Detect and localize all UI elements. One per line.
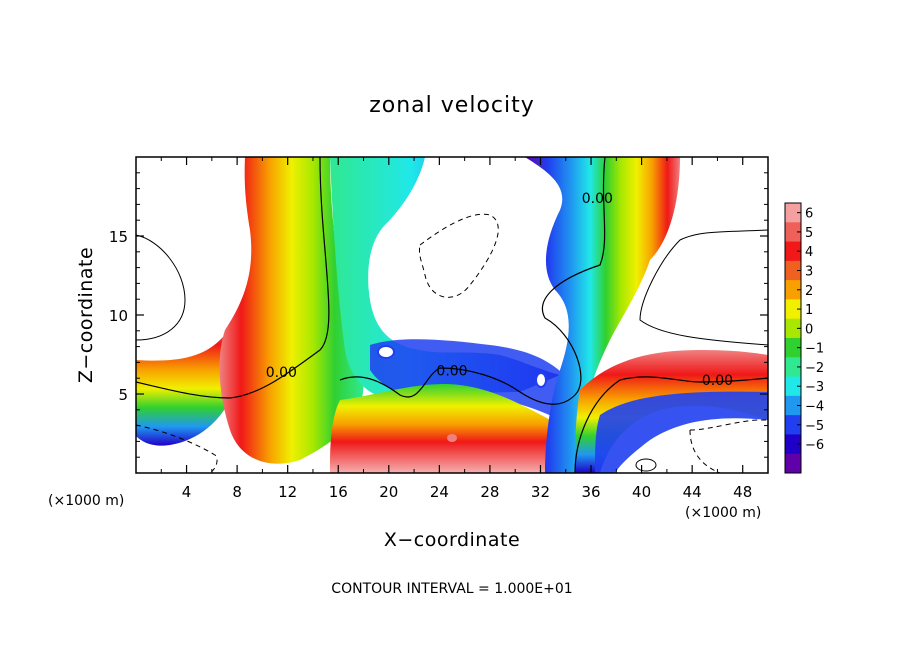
field-right-boundary-blue [595, 391, 768, 473]
x-tick-label: 36 [581, 483, 600, 501]
field-left-jet [219, 157, 364, 464]
y-axis-label: Z−coordinate [75, 247, 97, 383]
contour-labels: 0.00 0.00 0.00 0.00 [266, 191, 733, 389]
colorbar-tick-label: −3 [805, 380, 824, 395]
x-tick-label: 8 [232, 483, 242, 501]
colorbar-tick-label: −5 [805, 419, 824, 434]
colorbar-tick-label: −4 [805, 400, 824, 415]
colorbar-swatch [785, 280, 801, 300]
contour-dashed-left-low [136, 424, 218, 473]
field-mid-blue [370, 339, 570, 420]
x-axis-label: X−coordinate [384, 529, 520, 551]
colorbar-tick-label: 1 [805, 303, 813, 318]
contour-label: 0.00 [582, 191, 613, 207]
contour-blob-2 [535, 372, 547, 388]
chart-title: zonal velocity [369, 93, 535, 118]
colorbar: 6 5 4 3 2 1 0 −1 −2 −3 −4 −5 −6 [784, 202, 824, 474]
colorbar-swatch [785, 434, 801, 455]
x-unit-left: (×1000 m) [48, 493, 124, 509]
colorbar-swatch [785, 395, 801, 416]
field-left-westjet [330, 157, 560, 400]
colorbar-tick-label: 4 [805, 245, 813, 260]
x-tick-label: 24 [430, 483, 449, 501]
contour-dashed-mid [419, 213, 499, 298]
contour-zero-left [136, 157, 330, 399]
x-tick-label: 4 [182, 483, 192, 501]
contour-zero-mid [339, 157, 606, 405]
colorbar-swatch [785, 222, 801, 243]
colorbar-swatch [785, 260, 801, 281]
colorbar-swatch [785, 318, 801, 339]
colorbar-swatch [785, 415, 801, 435]
colorbar-tick-label: 5 [805, 226, 813, 241]
y-axis: 5 10 15 [109, 172, 768, 458]
x-unit-right: (×1000 m) [685, 505, 761, 521]
colorbar-frame [784, 202, 802, 474]
contour-blob-4 [635, 458, 657, 472]
colorbar-tick-label: 2 [805, 284, 813, 299]
y-tick-label: 10 [109, 307, 128, 325]
colorbar-swatch [785, 357, 801, 378]
colorbar-swatch [785, 241, 801, 262]
contour-dashed-right-low [689, 419, 768, 473]
contour-interval-note: CONTOUR INTERVAL = 1.000E+01 [331, 581, 572, 597]
colorbar-swatch [785, 299, 801, 320]
colorbar-tick-label: 0 [805, 322, 813, 337]
contour-label: 0.00 [436, 363, 467, 379]
x-tick-label: 40 [632, 483, 651, 501]
field-mid-lower-band [330, 383, 560, 473]
colorbar-tick-label: 6 [805, 207, 813, 222]
contour-label: 0.00 [266, 365, 297, 381]
y-tick-label: 5 [118, 386, 128, 404]
y-tick-label: 15 [109, 228, 128, 246]
x-tick-label: 20 [379, 483, 398, 501]
x-tick-label: 48 [733, 483, 752, 501]
colorbar-swatch [785, 203, 801, 223]
x-tick-label: 32 [531, 483, 550, 501]
contour-zero-right [574, 376, 768, 473]
colorbar-swatch [785, 376, 801, 397]
field-right-boundary [575, 350, 768, 473]
contour-label: 0.00 [702, 373, 733, 389]
x-tick-label: 44 [683, 483, 702, 501]
colorbar-tick-label: −2 [805, 361, 824, 376]
colorbar-tick-label: −1 [805, 342, 824, 357]
contour-left-top [136, 234, 186, 341]
field-right-jet [525, 157, 680, 473]
contour-right-top [639, 229, 768, 346]
x-axis: 4 8 12 16 20 24 28 32 36 40 44 48 [160, 157, 752, 501]
colorbar-tick-label: 3 [805, 265, 813, 280]
contour-blob-3 [447, 434, 457, 442]
colorbar-tick-label: −6 [805, 438, 824, 453]
x-tick-label: 28 [480, 483, 499, 501]
colorbar-swatch [785, 338, 801, 358]
x-tick-label: 12 [278, 483, 297, 501]
x-tick-label: 16 [329, 483, 348, 501]
contour-blob-1 [377, 345, 395, 359]
plot-area [136, 157, 768, 473]
colorbar-swatch [785, 453, 801, 474]
